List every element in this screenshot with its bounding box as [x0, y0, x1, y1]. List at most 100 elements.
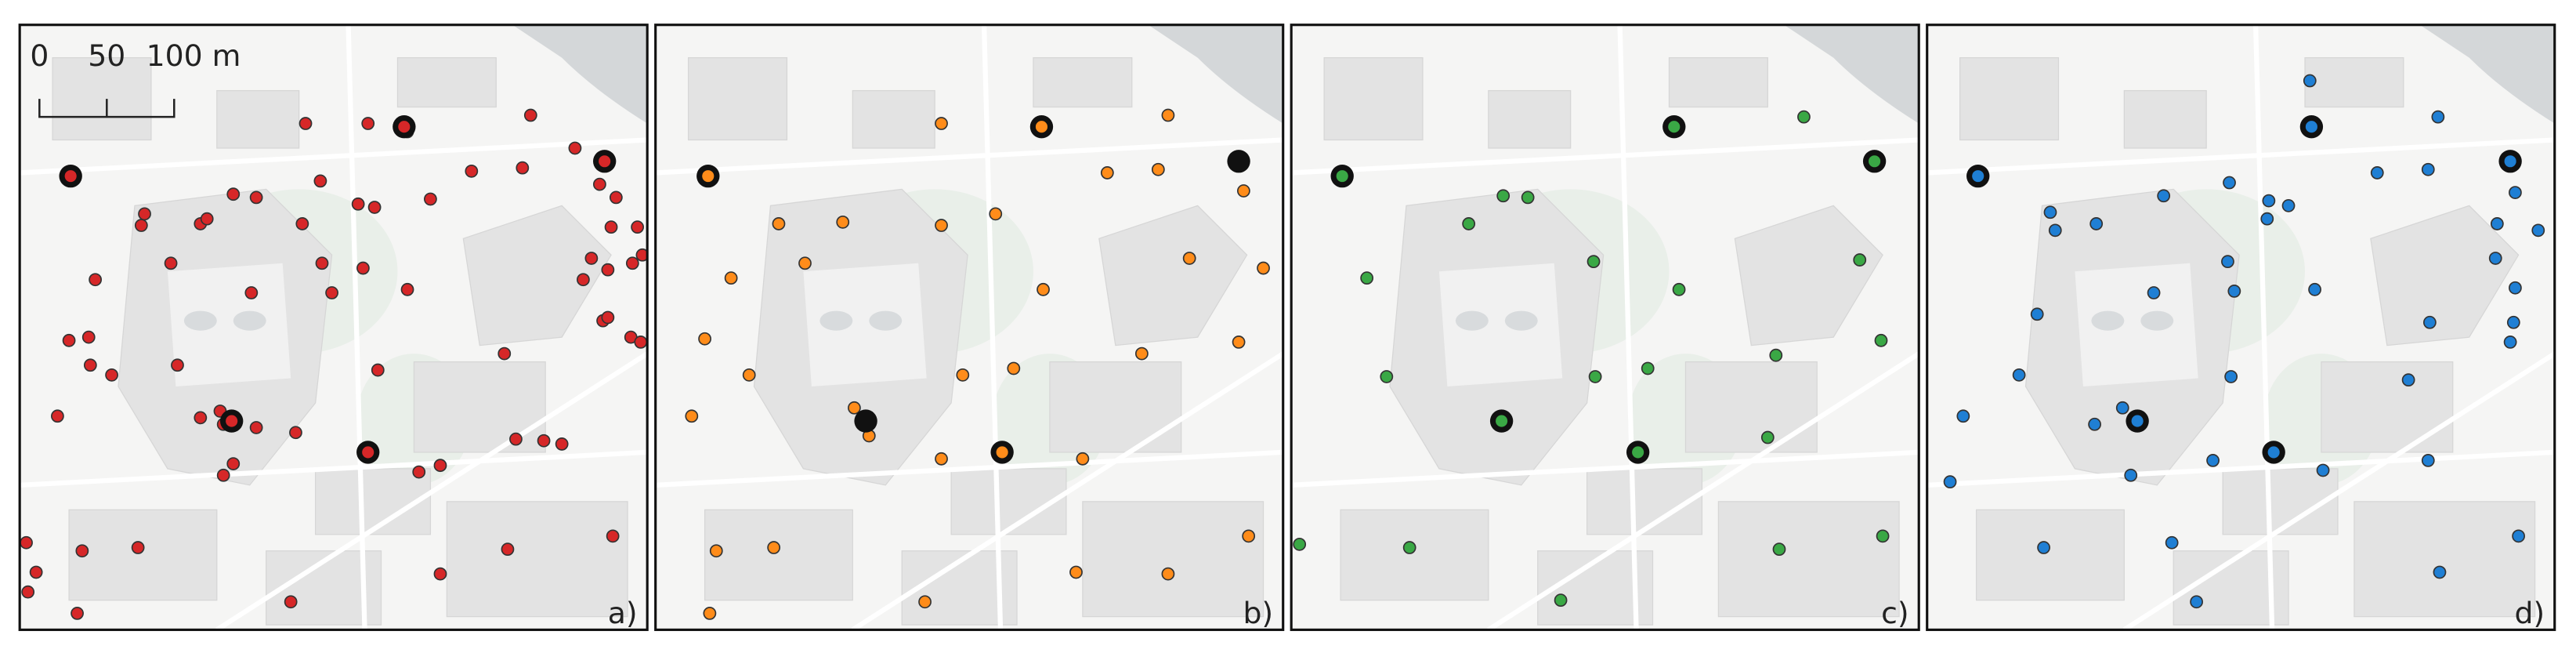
point: [2223, 176, 2236, 190]
anchor-inner: [398, 121, 411, 133]
point: [1151, 162, 1165, 176]
point: [767, 541, 781, 554]
anchor-inner: [702, 170, 715, 183]
map-panel: [1927, 25, 2555, 630]
point: [601, 310, 615, 325]
point: [1797, 110, 1811, 124]
panel-border: [1290, 24, 1920, 631]
point: [2512, 529, 2525, 543]
point: [1586, 255, 1601, 269]
point: [537, 434, 551, 448]
point: [516, 161, 530, 175]
panel-border: [654, 24, 1285, 631]
anchor: [854, 409, 877, 433]
point: [194, 411, 208, 425]
point: [634, 336, 648, 349]
point: [772, 217, 786, 230]
anchor: [1227, 150, 1250, 173]
point: [75, 544, 89, 558]
point: [918, 595, 932, 609]
point: [2281, 198, 2296, 212]
point: [698, 332, 711, 346]
point: [523, 108, 537, 122]
point: [89, 273, 103, 287]
point: [2124, 468, 2138, 482]
point: [295, 217, 309, 230]
anchor-inner: [2267, 446, 2280, 459]
point: [935, 219, 948, 232]
point: [171, 358, 184, 372]
point: [1462, 217, 1476, 230]
point: [325, 286, 338, 299]
point: [956, 368, 970, 382]
anchor-inner: [1972, 170, 1984, 183]
point: [1956, 409, 1970, 423]
point: [216, 468, 230, 482]
point: [1588, 370, 1602, 383]
point: [836, 215, 850, 229]
point: [315, 256, 329, 270]
point: [51, 409, 64, 423]
point: [1293, 537, 1307, 551]
point: [685, 409, 699, 423]
point: [412, 465, 426, 479]
point: [367, 201, 382, 214]
point: [71, 607, 84, 620]
anchor-inner: [2504, 155, 2516, 168]
panel-label: c): [1881, 596, 1908, 630]
point: [1760, 430, 1775, 444]
point: [1076, 452, 1090, 466]
point: [2221, 255, 2234, 269]
point: [1943, 475, 1957, 489]
point: [226, 457, 241, 470]
point: [1007, 361, 1021, 375]
point: [200, 212, 214, 226]
point: [2227, 285, 2241, 298]
point: [2503, 336, 2517, 349]
point: [81, 330, 96, 344]
point: [2431, 110, 2445, 124]
anchor-inner: [1632, 446, 1644, 459]
point: [2048, 223, 2062, 238]
point: [424, 192, 437, 206]
point: [568, 141, 582, 155]
point: [2089, 217, 2104, 230]
point: [433, 459, 447, 473]
point: [21, 585, 35, 599]
point: [356, 261, 370, 275]
anchor-inner: [2305, 121, 2317, 133]
point: [631, 220, 644, 234]
point: [584, 252, 599, 265]
scale-bar-line: [38, 99, 175, 118]
point: [371, 363, 385, 377]
point: [1100, 166, 1114, 180]
point: [1037, 282, 1050, 296]
point: [249, 190, 263, 205]
point: [1521, 190, 1535, 205]
point: [2433, 565, 2447, 579]
scale-label: 100 m: [147, 38, 241, 73]
point: [1641, 361, 1655, 375]
point: [703, 607, 717, 620]
point: [2262, 194, 2276, 208]
point: [1069, 565, 1083, 579]
anchor-inner: [2131, 415, 2144, 427]
anchor-inner: [1869, 155, 1881, 168]
point: [2509, 186, 2522, 199]
anchor-inner: [1336, 170, 1348, 183]
point: [2206, 454, 2220, 467]
point: [2509, 281, 2522, 295]
point: [138, 207, 151, 221]
point: [1161, 567, 1175, 581]
map-panel: [656, 25, 1283, 630]
point: [2421, 454, 2435, 467]
panel-label: d): [2514, 596, 2545, 630]
point: [83, 358, 97, 372]
point: [105, 368, 118, 382]
point: [2303, 74, 2317, 88]
anchor-inner: [1668, 121, 1681, 133]
point: [1554, 593, 1568, 608]
point: [1769, 348, 1783, 362]
